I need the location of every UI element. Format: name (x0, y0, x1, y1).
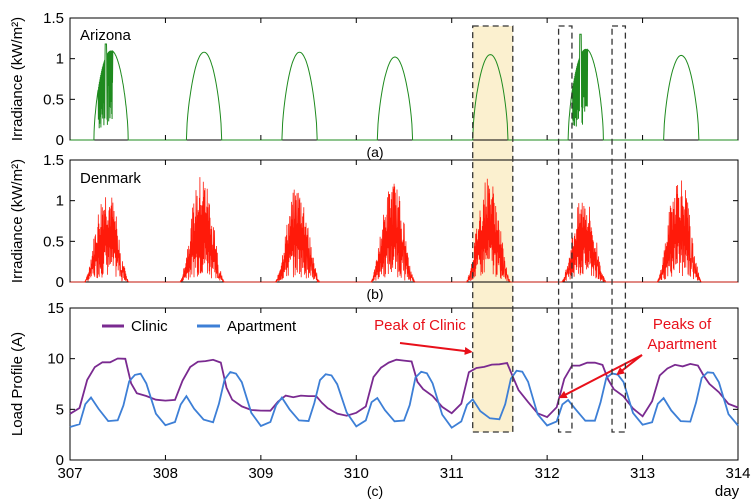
panel-b: 0 0.5 1 1.5 Denmark (b) Irradiance (kW/m²) (9, 152, 739, 302)
panel-c-xticks: 307 308 309 310 311 312 313 314 (57, 18, 751, 482)
panel-b-ylabel: Irradiance (kW/m²) (9, 159, 26, 283)
xtick-label: 311 (440, 465, 464, 482)
panel-b-caption: (b) (366, 286, 383, 302)
annotation-peaks-of: Peaks of (653, 316, 712, 333)
panel-c-ylabel: Load Profile (A) (9, 332, 26, 436)
arrow-peaks-of-apartment-2 (616, 354, 643, 376)
ytick-label: 0.5 (43, 91, 64, 108)
panel-a: 0 0.5 1 1.5 Arizona (a) Irradiance (kW/m²) (9, 10, 739, 160)
panel-c-caption: (c) (367, 483, 383, 499)
arizona-irradiance-line (70, 33, 738, 141)
highlight-boxes (472, 25, 627, 433)
panel-a-yticks: 0 0.5 1 1.5 (43, 10, 738, 149)
xtick-label: 309 (248, 465, 273, 482)
ytick-label: 0 (56, 132, 64, 149)
apartment-load-line (69, 369, 739, 429)
ytick-label: 1 (56, 51, 64, 68)
xtick-label: 308 (153, 465, 178, 482)
denmark-irradiance-line (70, 177, 738, 284)
xtick-label: 307 (57, 465, 82, 482)
xtick-label: 312 (535, 465, 560, 482)
ytick-label: 5 (56, 401, 64, 418)
annotation-arrows (399, 342, 643, 399)
ytick-label: 0 (56, 274, 64, 291)
annotation-apartment: Apartment (647, 336, 717, 353)
panel-a-title: Arizona (80, 27, 132, 44)
panel-a-frame (69, 17, 739, 141)
ytick-label: 10 (47, 351, 64, 368)
ytick-label: 1.5 (43, 152, 64, 169)
ytick-label: 0.5 (43, 233, 64, 250)
panel-c-frame (69, 307, 739, 461)
legend-clinic-label: Clinic (131, 318, 168, 335)
highlight-box-1 (472, 25, 514, 433)
panel-c-yticks: 0 5 10 15 (47, 300, 738, 469)
panel-b-frame (69, 159, 739, 283)
xtick-label: 314 (725, 465, 750, 482)
panel-c-xunit: day (715, 483, 740, 500)
ytick-label: 0 (56, 452, 64, 469)
xtick-label: 313 (630, 465, 655, 482)
panel-a-caption: (a) (366, 144, 383, 160)
ytick-label: 1.5 (43, 10, 64, 27)
panel-b-title: Denmark (80, 170, 141, 187)
highlight-box-3 (611, 25, 627, 433)
highlight-box-2 (557, 25, 573, 433)
legend-apartment-label: Apartment (227, 318, 297, 335)
xtick-label: 310 (344, 465, 369, 482)
arrow-peaks-of-apartment-1 (558, 354, 643, 399)
ytick-label: 1 (56, 193, 64, 210)
legend: Clinic Apartment (102, 318, 297, 335)
annotations: Peak of Clinic Peaks of Apartment (374, 316, 717, 399)
clinic-load-line (69, 357, 739, 419)
panel-a-ylabel: Irradiance (kW/m²) (9, 17, 26, 141)
ytick-label: 15 (47, 300, 64, 317)
annotation-peak-of-clinic: Peak of Clinic (374, 317, 466, 334)
arrow-peak-of-clinic (399, 342, 473, 355)
